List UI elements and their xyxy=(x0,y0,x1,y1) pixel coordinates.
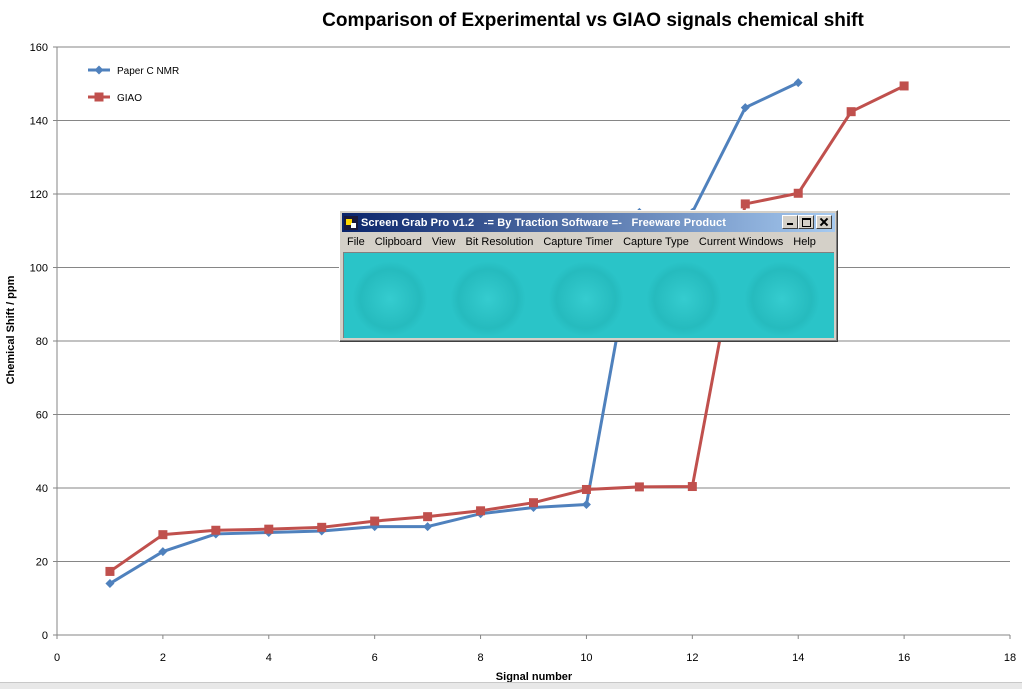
menu-bar: File Clipboard View Bit Resolution Captu… xyxy=(342,233,835,251)
data-point xyxy=(211,525,221,535)
window-controls xyxy=(782,215,832,229)
series-2 xyxy=(105,81,909,576)
data-point xyxy=(476,506,486,516)
data-point xyxy=(158,547,168,557)
x-tick-label: 6 xyxy=(372,652,378,664)
chart-title: Comparison of Experimental vs GIAO signa… xyxy=(322,10,864,31)
window-title-bar[interactable]: Screen Grab Pro v1.2 -= By Traction Soft… xyxy=(342,213,835,232)
data-point xyxy=(370,516,380,526)
menu-help[interactable]: Help xyxy=(793,236,816,248)
window-client-area xyxy=(343,252,834,338)
y-tick-label: 0 xyxy=(42,630,48,642)
maximize-icon[interactable] xyxy=(798,215,814,229)
data-point xyxy=(317,522,327,532)
x-axis-title: Signal number xyxy=(496,671,573,683)
legend-marker xyxy=(94,65,104,75)
y-tick-label: 100 xyxy=(30,263,48,275)
x-tick-label: 8 xyxy=(477,652,483,664)
data-point xyxy=(793,188,803,198)
window-title: Screen Grab Pro v1.2 -= By Traction Soft… xyxy=(361,216,727,229)
tick-labels: 0 20 40 60 80 100 120 140 160 0 2 4 6 8 10 12 14 16 18 xyxy=(30,42,1016,664)
background-logo-tile xyxy=(646,261,722,337)
data-point xyxy=(581,484,591,494)
screen-grab-camera-icon[interactable] xyxy=(344,215,358,230)
menu-view[interactable]: View xyxy=(431,236,456,248)
x-tick-label: 12 xyxy=(686,652,698,664)
x-tick-label: 4 xyxy=(266,652,272,664)
y-tick-label: 160 xyxy=(30,42,48,54)
background-logo-tile xyxy=(352,261,428,337)
legend: Paper C NMR GIAO xyxy=(88,65,179,104)
x-tick-label: 2 xyxy=(160,652,166,664)
axes xyxy=(53,46,1011,639)
x-tick-label: 16 xyxy=(898,652,910,664)
y-tick-label: 20 xyxy=(36,557,48,569)
background-logo-tile xyxy=(548,261,624,337)
data-point xyxy=(423,512,433,522)
x-tick-label: 18 xyxy=(1004,652,1016,664)
data-point xyxy=(581,500,591,510)
screen-grab-pro-window[interactable]: Screen Grab Pro v1.2 -= By Traction Soft… xyxy=(339,210,838,342)
y-tick-label: 40 xyxy=(36,483,48,495)
data-point xyxy=(105,566,115,576)
data-point xyxy=(793,78,803,88)
legend-label: Paper C NMR xyxy=(117,66,179,77)
x-tick-label: 10 xyxy=(580,652,592,664)
menu-bit-resolution[interactable]: Bit Resolution xyxy=(465,236,534,248)
data-point xyxy=(423,522,433,532)
y-tick-label: 60 xyxy=(36,410,48,422)
background-logo-tile xyxy=(450,261,526,337)
y-tick-label: 140 xyxy=(30,116,48,128)
data-point xyxy=(846,107,856,117)
menu-file[interactable]: File xyxy=(347,236,365,248)
data-point xyxy=(264,524,274,534)
y-tick-label: 120 xyxy=(30,189,48,201)
minimize-icon[interactable] xyxy=(782,215,798,229)
y-tick-label: 80 xyxy=(36,336,48,348)
y-axis-title: Chemical Shift / ppm xyxy=(5,275,17,384)
menu-capture-type[interactable]: Capture Type xyxy=(623,236,689,248)
menu-current-windows[interactable]: Current Windows xyxy=(698,236,784,248)
horizontal-scrollbar[interactable] xyxy=(0,682,1022,689)
data-point xyxy=(899,81,909,91)
data-point xyxy=(158,530,168,540)
background-logo-tile xyxy=(744,261,820,337)
x-tick-label: 0 xyxy=(54,652,60,664)
x-tick-label: 14 xyxy=(792,652,804,664)
data-point xyxy=(105,579,115,589)
data-point xyxy=(687,482,697,492)
data-point xyxy=(529,498,538,508)
data-point xyxy=(740,199,750,209)
legend-marker xyxy=(94,92,104,102)
close-icon[interactable] xyxy=(816,215,832,229)
menu-capture-timer[interactable]: Capture Timer xyxy=(543,236,614,248)
menu-clipboard[interactable]: Clipboard xyxy=(374,236,422,248)
legend-label: GIAO xyxy=(117,93,142,104)
series-line xyxy=(109,84,905,573)
data-point xyxy=(634,482,644,492)
data-point xyxy=(740,103,750,113)
